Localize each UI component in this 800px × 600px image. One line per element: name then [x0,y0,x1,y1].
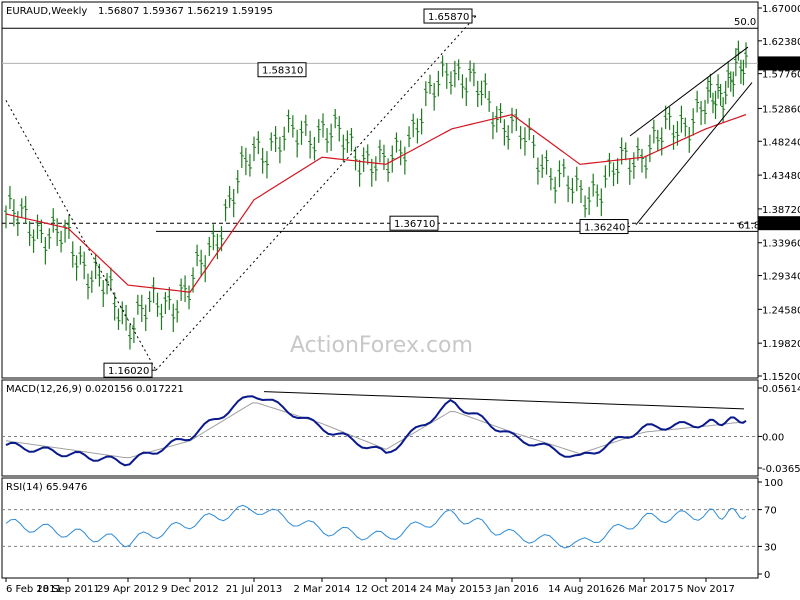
x-axis-label: 3 Jan 2016 [485,584,539,595]
rsi-axis-label: 0 [764,570,770,581]
ohlc-label: 1.56807 1.59367 1.56219 1.59195 [98,6,273,17]
price-axis-label: 1.19820 [762,339,800,350]
x-axis-label: 18 Sep 2011 [36,584,99,595]
annotation-box [423,8,473,24]
annotation-box [579,219,629,235]
annotation-label: 1.58310 [262,66,303,77]
price-axis-label: 1.15200 [762,372,800,383]
x-axis-label: 6 Feb 2011 [6,584,62,595]
symbol-label: EURAUD,Weekly [6,6,87,17]
x-axis-label: 12 Oct 2014 [355,584,417,595]
moving-average-line [5,113,747,293]
channel-upper-line [629,46,749,137]
channel-lower-line [635,82,753,225]
price-axis-label: 1.67000 [762,4,800,15]
price-axis-label: 1.38720 [762,205,800,216]
macd-trend-line [263,391,745,410]
price-axis-label: 1.29340 [762,272,800,283]
downtrend-line [5,100,157,371]
price-axis-label: 1.43480 [762,171,800,182]
price-tag-label: 1.36710 [761,219,800,230]
rsi-label: RSI(14) 65.9476 [6,482,87,493]
annotation-label: 1.65870 [428,12,469,23]
annotation-box [103,362,153,378]
price-axis-label: 1.62380 [762,37,800,48]
macd-label: MACD(12,26,9) 0.020156 0.017221 [6,384,184,395]
x-axis-label: 26 Mar 2017 [612,584,675,595]
annotation-label: 1.36710 [394,219,435,230]
price-axis-label: 1.24580 [762,305,800,316]
x-axis-label: 24 May 2015 [419,584,484,595]
rsi-line [5,504,747,549]
price-tag-label: 1.59195 [761,59,800,70]
price-tag-box [758,216,800,231]
x-axis-label: 21 Jul 2013 [226,584,283,595]
x-axis-label: 5 Nov 2017 [677,584,735,595]
x-axis-label: 9 Dec 2012 [161,584,219,595]
macd-axis-label: 0.056148 [762,384,800,395]
price-axis-label: 1.57760 [762,70,800,81]
annotation-label: 1.36240 [584,223,625,234]
macd-axis-label: 0.00 [762,432,784,443]
annotation-label: 1.16020 [108,366,149,377]
macd-axis-label: -0.036548 [762,464,800,475]
x-axis-label: 2 Mar 2014 [293,584,350,595]
fib-618-label: 61.8 [738,220,760,231]
rsi-axis-label: 100 [764,478,783,489]
x-axis-label: 29 Apr 2012 [97,584,159,595]
x-axis-label: 14 Aug 2016 [548,584,612,595]
annotation-box [389,215,439,231]
rsi-axis-label: 70 [764,506,777,517]
fib-50-label: 50.0 [734,17,756,28]
watermark: ActionForex.com [290,333,473,358]
annotation-box [257,62,307,78]
macd-line [5,395,747,467]
price-axis-label: 1.48240 [762,137,800,148]
macd-signal-line [5,402,747,459]
price-axis-label: 1.33960 [762,239,800,250]
price-panel-frame [1,1,759,379]
rsi-panel-frame [1,477,759,579]
price-axis-label: 1.52860 [762,104,800,115]
rsi-axis-label: 30 [764,542,777,553]
price-tag-box [758,56,800,71]
